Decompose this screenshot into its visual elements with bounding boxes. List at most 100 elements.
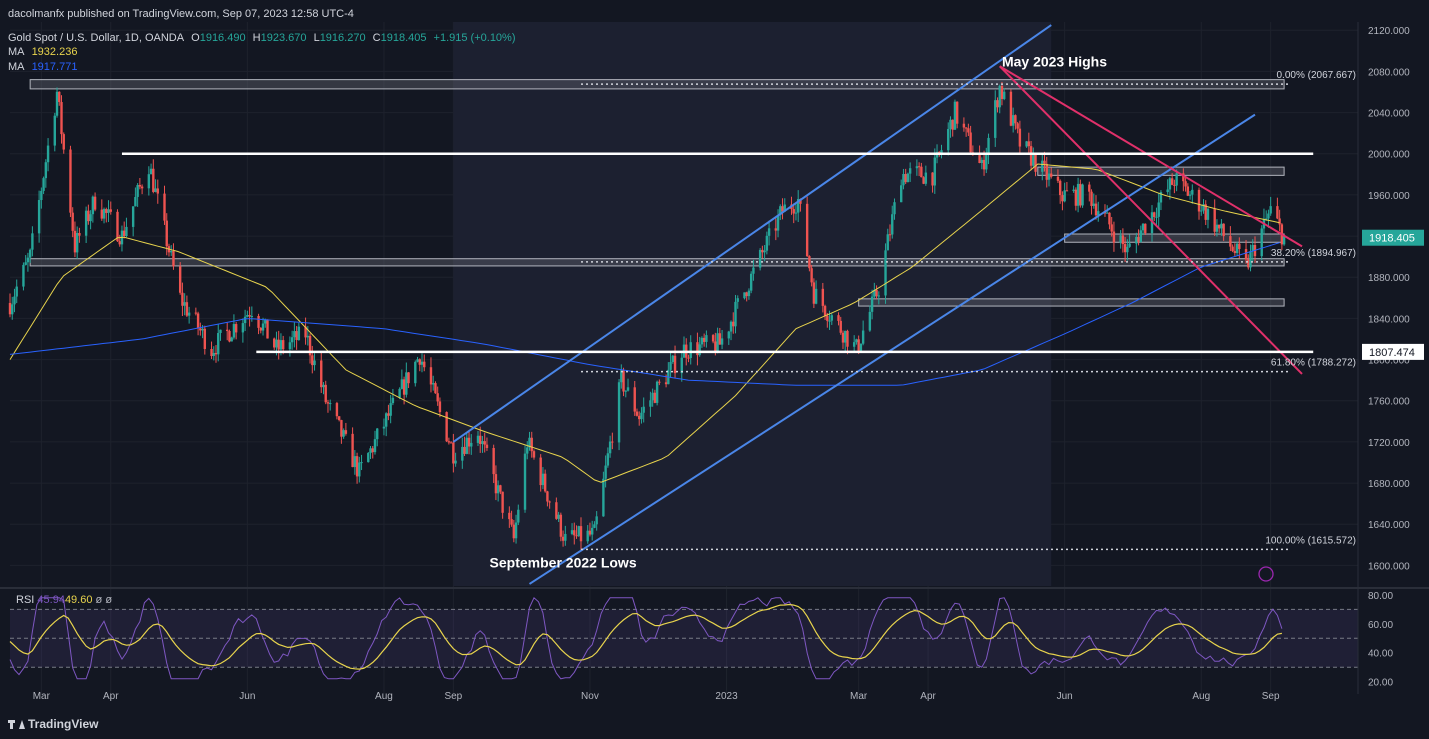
candle-body bbox=[423, 361, 426, 368]
candle-body bbox=[1011, 115, 1015, 126]
candle-body bbox=[1282, 235, 1286, 245]
ma-fast-value: 1932.236 bbox=[31, 46, 78, 58]
candle-body bbox=[805, 203, 809, 257]
candle-body bbox=[967, 128, 970, 133]
candle-body bbox=[1220, 223, 1223, 229]
candle-body bbox=[624, 390, 627, 392]
candle-body bbox=[1074, 189, 1078, 206]
candle-body bbox=[1238, 243, 1241, 250]
candle-body bbox=[1079, 183, 1082, 206]
candle-body bbox=[796, 198, 800, 213]
candle-body bbox=[904, 173, 907, 183]
candle-body bbox=[705, 335, 708, 342]
candle-body bbox=[1139, 230, 1142, 243]
candle-body bbox=[131, 206, 135, 227]
candle-body bbox=[73, 230, 77, 253]
tradingview-brand[interactable]: TradingView bbox=[8, 717, 98, 731]
candle-body bbox=[105, 209, 108, 213]
candle-body bbox=[147, 174, 151, 189]
y-tick-7: 1880.000 bbox=[1368, 273, 1410, 284]
candle-body bbox=[922, 177, 925, 184]
candle-body bbox=[920, 166, 923, 178]
rsi-value: 45.94 bbox=[37, 594, 65, 606]
candle-body bbox=[1018, 128, 1022, 147]
candle-body bbox=[261, 323, 265, 331]
x-tick-1: Apr bbox=[103, 691, 119, 702]
candle-body bbox=[962, 123, 966, 128]
candle-body bbox=[546, 491, 549, 502]
candle-body bbox=[199, 328, 202, 331]
candle-body bbox=[1215, 224, 1219, 232]
candle-body bbox=[689, 342, 692, 358]
candle-body bbox=[1029, 146, 1033, 166]
rsi-tick-1: 60.00 bbox=[1368, 620, 1393, 631]
zone-rect bbox=[858, 298, 1285, 307]
candle-body bbox=[745, 292, 748, 297]
x-tick-4: Sep bbox=[444, 691, 462, 702]
candle-body bbox=[445, 412, 448, 442]
candle-body bbox=[1276, 206, 1279, 219]
candle-body bbox=[1231, 246, 1234, 252]
candle-body bbox=[28, 249, 32, 258]
candle-body bbox=[1251, 244, 1254, 252]
x-tick-0: Mar bbox=[33, 691, 51, 702]
candle-body bbox=[1121, 235, 1125, 245]
candle-body bbox=[402, 379, 406, 395]
fib-label-2: 61.80% (1788.272) bbox=[1271, 358, 1356, 369]
candle-body bbox=[559, 514, 563, 537]
candle-body bbox=[1206, 208, 1210, 220]
candle-body bbox=[875, 289, 878, 297]
channel-shading bbox=[453, 22, 1052, 586]
candle-body bbox=[1170, 178, 1174, 185]
candle-body bbox=[384, 413, 388, 427]
fib-label-0: 0.00% (2067.667) bbox=[1276, 70, 1356, 81]
candle-body bbox=[324, 384, 327, 403]
candle-body bbox=[297, 326, 301, 340]
candle-body bbox=[814, 288, 818, 304]
ma-fast-legend[interactable]: MA 1932.236 bbox=[8, 45, 81, 59]
candle-body bbox=[116, 211, 119, 242]
candle-body bbox=[915, 166, 919, 169]
candle-body bbox=[1204, 204, 1207, 220]
candle-body bbox=[526, 447, 529, 454]
candle-body bbox=[138, 184, 142, 187]
candle-body bbox=[306, 335, 310, 338]
rsi-param-1: ø bbox=[95, 594, 103, 606]
candle-body bbox=[414, 361, 417, 384]
candle-body bbox=[774, 228, 778, 231]
candle-body bbox=[595, 516, 598, 525]
candle-body bbox=[1014, 115, 1017, 124]
candle-body bbox=[861, 330, 865, 344]
candle-body bbox=[93, 196, 97, 210]
channel-lower bbox=[528, 113, 1256, 585]
candle-body bbox=[290, 337, 294, 343]
candle-body bbox=[859, 343, 863, 351]
candle-body bbox=[250, 315, 254, 317]
candle-body bbox=[543, 473, 547, 492]
candle-body bbox=[326, 402, 330, 404]
ma-slow-legend[interactable]: MA 1917.771 bbox=[8, 60, 81, 74]
rsi-legend[interactable]: RSI 45.9449.60 ø ø bbox=[16, 594, 112, 606]
candle-body bbox=[846, 330, 849, 347]
candle-body bbox=[432, 383, 435, 385]
candle-body bbox=[1050, 173, 1053, 177]
candle-body bbox=[638, 415, 641, 420]
candle-body bbox=[514, 522, 518, 539]
candle-body bbox=[590, 527, 594, 535]
candle-body bbox=[1025, 141, 1028, 147]
candle-body bbox=[830, 315, 833, 321]
candle-body bbox=[1264, 218, 1268, 220]
candle-body bbox=[470, 442, 473, 447]
candle-body bbox=[680, 357, 683, 374]
candle-body bbox=[11, 304, 14, 315]
candle-body bbox=[1043, 160, 1046, 164]
y-tick-6: 1840.000 bbox=[1368, 314, 1410, 325]
y-tick-4: 1760.000 bbox=[1368, 397, 1410, 408]
candle-body bbox=[635, 411, 639, 416]
candle-body bbox=[40, 190, 43, 201]
candle-body bbox=[447, 441, 451, 443]
candle-body bbox=[763, 250, 766, 253]
candle-body bbox=[485, 444, 489, 448]
candle-body bbox=[398, 388, 401, 398]
